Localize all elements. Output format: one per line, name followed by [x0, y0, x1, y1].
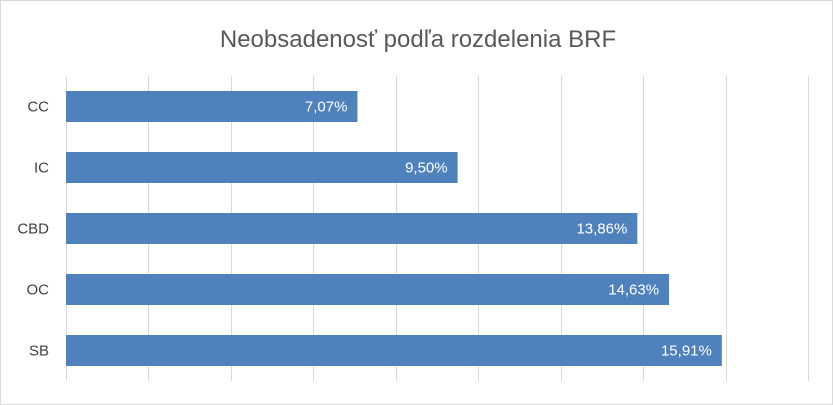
category-label-cbd: CBD: [17, 221, 49, 238]
data-label-sb: 15,91%: [661, 343, 712, 360]
bars: 7,07% CC 9,50% IC 13,86% CBD 14,63% OC 15,91% SB: [17, 91, 722, 366]
category-label-sb: SB: [29, 343, 49, 360]
data-label-cc: 7,07%: [305, 99, 348, 116]
bar-cc: [66, 91, 358, 122]
category-label-ic: IC: [34, 160, 49, 177]
chart-title: Neobsadenosť podľa rozdelenia BRF: [220, 26, 616, 53]
bar-cbd: [66, 213, 638, 244]
bar-sb: [66, 335, 722, 366]
bar-oc: [66, 274, 670, 305]
data-label-oc: 14,63%: [608, 282, 659, 299]
data-label-cbd: 13,86%: [576, 221, 627, 238]
data-label-ic: 9,50%: [405, 160, 448, 177]
bar-ic: [66, 152, 458, 183]
category-label-oc: OC: [27, 282, 50, 299]
category-label-cc: CC: [27, 99, 49, 116]
